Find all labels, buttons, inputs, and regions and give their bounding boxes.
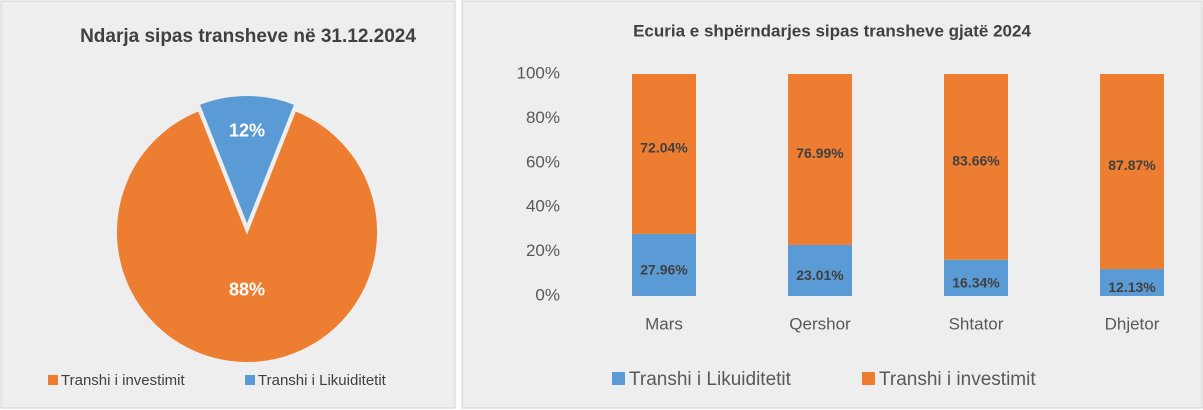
bar-label: 87.87% (1108, 157, 1156, 173)
bar-segment (788, 74, 852, 245)
legend-swatch (245, 375, 255, 385)
bar-segment (632, 74, 696, 234)
pie-slice (115, 108, 379, 364)
bar-label: 83.66% (952, 153, 1000, 169)
legend-swatch (48, 375, 58, 385)
bar-label: 16.34% (952, 275, 1000, 291)
legend-label: Transhi i investimit (61, 372, 185, 389)
legend-swatch (862, 372, 875, 385)
bar-label: 23.01% (796, 267, 844, 283)
y-tick-label: 20% (526, 241, 560, 260)
x-tick-label: Mars (645, 314, 683, 333)
bar-segment (1100, 269, 1164, 296)
pie-label: 12% (229, 120, 265, 140)
y-tick-label: 40% (526, 197, 560, 216)
bar-title: Ecuria e shpërndarjes sipas transheve gj… (633, 21, 1031, 40)
y-tick-label: 100% (517, 63, 560, 82)
bar-label: 12.13% (1108, 279, 1156, 295)
bar-label: 72.04% (640, 140, 688, 156)
x-tick-label: Qershor (789, 314, 851, 333)
x-tick-label: Dhjetor (1105, 314, 1160, 333)
x-tick-label: Shtator (949, 314, 1004, 333)
bar-segment (944, 259, 1008, 296)
pie-slice (197, 94, 297, 229)
bar-segment (1100, 74, 1164, 270)
legend-label: Transhi i Likuiditetit (258, 372, 387, 389)
pie-title: Ndarja sipas transheve në 31.12.2024 (80, 26, 416, 47)
bar-segment (788, 244, 852, 296)
legend-label: Transhi i Likuiditetit (629, 369, 792, 390)
bar-label: 76.99% (796, 145, 844, 161)
y-tick-label: 80% (526, 108, 560, 127)
bar-segment (632, 233, 696, 296)
legend-swatch (612, 372, 625, 385)
pie-label: 88% (229, 280, 265, 300)
bar-label: 27.96% (640, 262, 688, 278)
bar-segment (944, 74, 1008, 260)
y-tick-label: 60% (526, 152, 560, 171)
y-tick-label: 0% (535, 285, 560, 304)
legend-label: Transhi i investimit (879, 369, 1036, 390)
